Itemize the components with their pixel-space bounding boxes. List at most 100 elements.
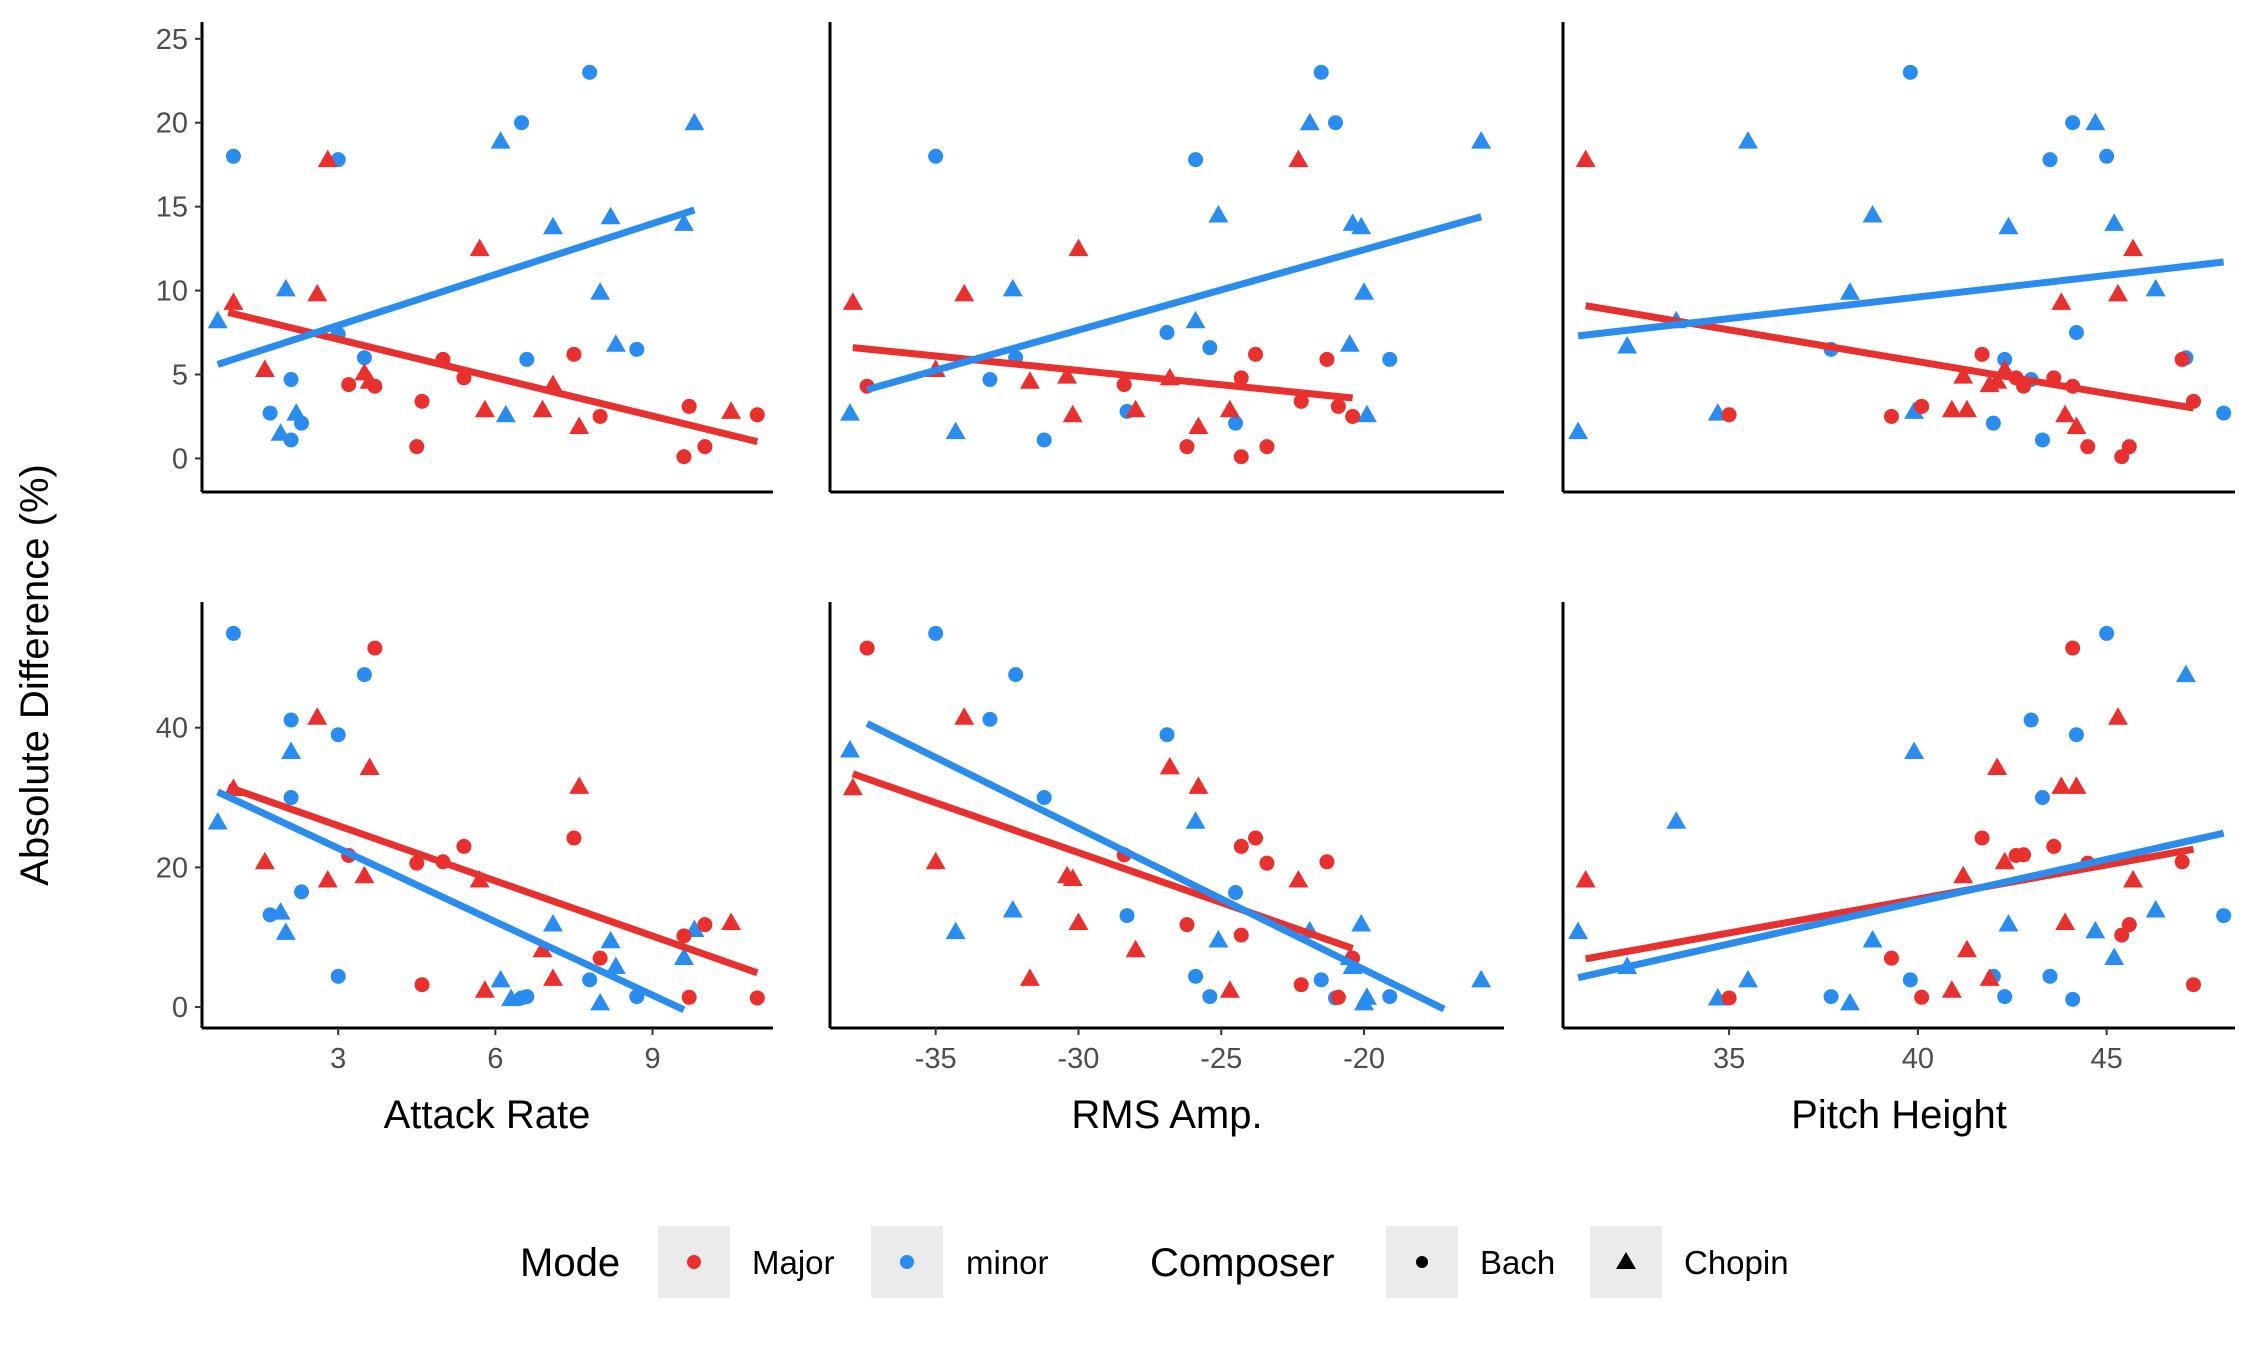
panel-1-2-point-2 xyxy=(928,148,944,164)
panel-1-3-point-42 xyxy=(2066,416,2087,435)
panel-1-3-point-25 xyxy=(1575,149,1596,168)
panel-1-2-point-17 xyxy=(1328,115,1343,131)
panel-1-3-point-20 xyxy=(2099,148,2115,164)
panel-2-2-point-45 xyxy=(1319,854,1335,870)
panel-1-2-point-29 xyxy=(1019,371,1040,389)
panel-2-3-point-30 xyxy=(1956,939,1977,958)
panel-1-1-point-2 xyxy=(207,310,228,329)
panel-2-1-point-30 xyxy=(354,865,375,884)
panel-1-3-point-31 xyxy=(1953,366,1974,384)
panel-1-1-point-26 xyxy=(254,359,275,377)
panel-1-1-fit-line-minor xyxy=(216,206,696,368)
panel-1-1-point-39 xyxy=(532,399,553,418)
panel-2-1-point-10 xyxy=(330,727,346,743)
panel-1-2-point-37 xyxy=(1188,416,1209,435)
panel-1-1-point-46 xyxy=(697,439,713,455)
panel-2-3-point-29 xyxy=(1941,980,1962,998)
panel-2-2-point-25 xyxy=(842,777,863,796)
legend-chopin-swatch xyxy=(1616,1252,1636,1269)
panel-2-2-point-8 xyxy=(1119,908,1135,924)
panel-2-3-point-17 xyxy=(2065,991,2081,1007)
panel-1-1-point-43 xyxy=(592,408,608,424)
panel-1-3-point-18 xyxy=(2068,325,2084,341)
panel-2-3-point-21 xyxy=(2104,947,2125,965)
panel-1-2-point-15 xyxy=(1299,112,1320,131)
panel-2-2-point-31 xyxy=(1068,912,1089,931)
panel-2-1-y-tick-label-20: 20 xyxy=(156,852,188,884)
panel-1-2-point-41 xyxy=(1248,346,1264,362)
x-axis-title-attack-rate: Attack Rate xyxy=(384,1093,591,1137)
panel-2-1-point-20 xyxy=(600,930,621,949)
panel-1-3-point-15 xyxy=(2034,432,2050,448)
panel-2-2-point-13 xyxy=(1208,930,1229,948)
panel-2-1-fit-line-major xyxy=(227,783,759,977)
panel-2-1-x-tick-label-6: 6 xyxy=(487,1043,503,1075)
panel-1-1-point-9 xyxy=(294,415,310,431)
panel-1-3-fit-line-minor xyxy=(1577,258,2225,340)
panel-2-3-point-13 xyxy=(1997,989,2013,1005)
panel-1-2-point-11 xyxy=(1188,152,1204,168)
legend-label-chopin: Chopin xyxy=(1684,1244,1789,1281)
panel-1-1-point-7 xyxy=(283,432,299,448)
legend-bach-swatch xyxy=(1416,1256,1428,1268)
panel-1-1-point-14 xyxy=(495,404,516,423)
panel-2-3-point-5 xyxy=(1737,969,1758,988)
panel-1-3-point-39 xyxy=(2051,292,2072,310)
panel-2-3-point-48 xyxy=(2174,854,2190,870)
panel-1-2-point-22 xyxy=(1356,404,1377,423)
panel-2-1-point-26 xyxy=(254,851,275,870)
panel-1-2-point-3 xyxy=(945,421,966,440)
panel-1-2-point-25 xyxy=(842,292,863,310)
panel-2-2-x-tick-label-25: -25 xyxy=(1200,1043,1242,1075)
panel-2-1-point-1 xyxy=(225,625,241,641)
panel-2-2-point-35 xyxy=(1159,756,1180,775)
panel-1-3-point-11 xyxy=(1985,415,2001,431)
panel-2-3-point-35 xyxy=(1994,851,2015,870)
panel-1-2-point-20 xyxy=(1351,216,1372,235)
panel-1-3-point-40 xyxy=(2055,404,2076,423)
panel-2-1-point-4 xyxy=(270,902,291,920)
panel-1-1-point-29 xyxy=(341,377,357,393)
panel-2-3-point-37 xyxy=(2016,847,2032,863)
panel-2-3-x-tick-label-40: 40 xyxy=(1902,1043,1934,1075)
panel-2-2-point-27 xyxy=(925,851,946,870)
panel-2-3-point-9 xyxy=(1902,972,1918,988)
panel-2-3-point-1 xyxy=(1568,921,1589,940)
panel-1-3-point-16 xyxy=(2042,152,2058,168)
panel-2-2-x-tick-label-20: -20 xyxy=(1343,1043,1385,1075)
panel-2-1-point-12 xyxy=(356,667,372,683)
panel-2-3-point-27 xyxy=(1883,950,1899,966)
panel-2-2-fit-line-minor xyxy=(865,720,1446,1013)
panel-1-1-point-42 xyxy=(569,416,590,435)
panel-1-3-point-1 xyxy=(1568,421,1589,440)
panel-1-1-point-33 xyxy=(409,439,425,455)
panel-2-3-point-19 xyxy=(2085,920,2106,939)
panel-2-3-point-39 xyxy=(2051,776,2072,794)
panel-2-3-point-31 xyxy=(1953,865,1974,884)
panel-1-2-point-39 xyxy=(1233,370,1249,386)
panel-1-1-y-tick-label-15: 15 xyxy=(156,192,188,224)
panel-1-2-point-46 xyxy=(1330,398,1346,414)
panel-1-3-point-44 xyxy=(2107,283,2128,302)
panel-2-1-point-8 xyxy=(283,790,299,806)
panel-1-1: 0 5 10 15 20 25 xyxy=(156,22,773,494)
panel-1-1-point-28 xyxy=(317,149,338,168)
panel-2-3-point-20 xyxy=(2099,625,2115,641)
panel-2-1-point-2 xyxy=(207,811,228,830)
panel-2-3-point-44 xyxy=(2107,707,2128,725)
panel-1-1-point-24 xyxy=(684,112,705,131)
panel-1-3-point-5 xyxy=(1737,131,1758,149)
panel-1-1-point-34 xyxy=(414,393,430,409)
panel-2-1-point-31 xyxy=(359,757,380,776)
panel-1-1-point-47 xyxy=(721,401,742,419)
legend-label-major: Major xyxy=(752,1244,835,1281)
panel-1-2-point-14 xyxy=(1228,415,1244,431)
panel-1-3-point-9 xyxy=(1902,64,1918,80)
panel-2-2-point-23 xyxy=(1382,989,1398,1005)
panel-1-1-point-19 xyxy=(590,282,611,300)
legend-composer-title: Composer xyxy=(1150,1241,1335,1285)
panel-2-3-point-34 xyxy=(1987,757,2008,776)
panel-2-2-point-9 xyxy=(1159,727,1175,743)
panel-2-1-point-36 xyxy=(456,838,472,854)
panel-2-1-point-5 xyxy=(275,922,296,940)
